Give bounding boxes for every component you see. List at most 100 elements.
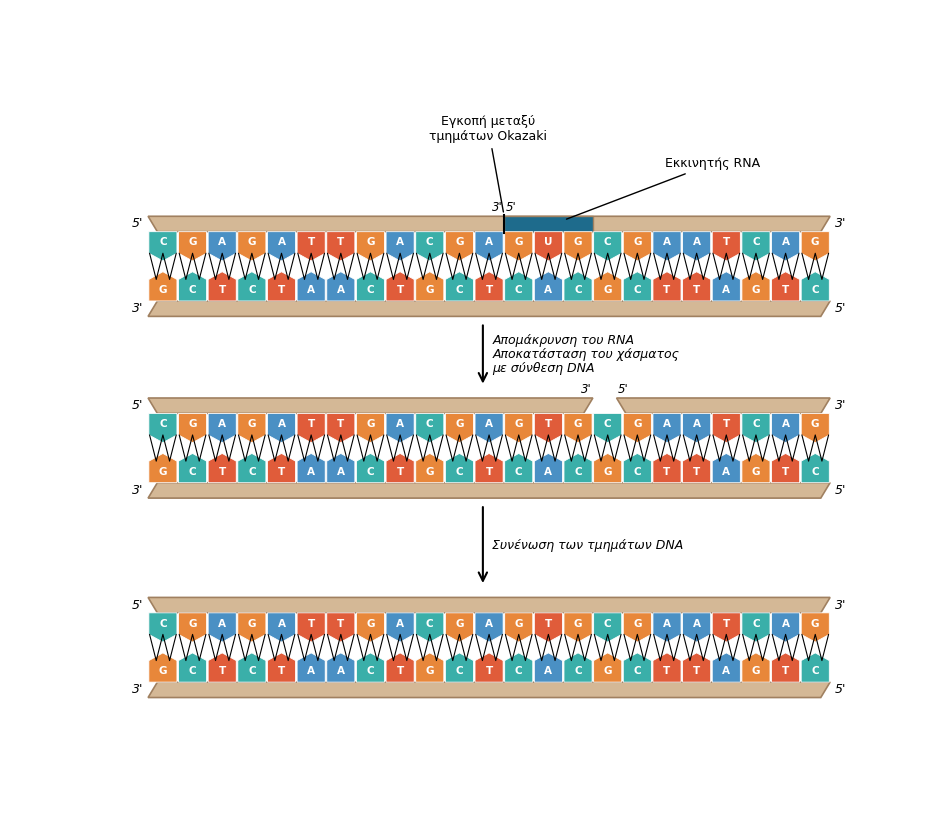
- Text: C: C: [634, 285, 642, 295]
- Polygon shape: [268, 613, 295, 642]
- Polygon shape: [326, 414, 355, 442]
- Polygon shape: [148, 217, 830, 232]
- Polygon shape: [742, 272, 770, 301]
- Polygon shape: [505, 414, 532, 442]
- Text: C: C: [366, 285, 374, 295]
- Polygon shape: [742, 653, 770, 682]
- Polygon shape: [623, 653, 651, 682]
- Text: T: T: [693, 285, 700, 295]
- Polygon shape: [445, 232, 474, 261]
- Polygon shape: [653, 653, 681, 682]
- Text: C: C: [753, 619, 760, 629]
- Polygon shape: [386, 453, 414, 483]
- Polygon shape: [682, 232, 711, 261]
- Text: A: A: [545, 667, 552, 676]
- Text: με σύνθεση DNA: με σύνθεση DNA: [493, 362, 595, 375]
- Text: T: T: [278, 285, 285, 295]
- Text: G: G: [752, 667, 760, 676]
- Text: Απομάκρυνση του RNA: Απομάκρυνση του RNA: [493, 334, 634, 347]
- Text: T: T: [723, 619, 730, 629]
- Text: G: G: [633, 237, 642, 247]
- Polygon shape: [178, 613, 207, 642]
- Text: 3': 3': [835, 599, 847, 612]
- Text: G: G: [425, 667, 434, 676]
- Text: C: C: [753, 237, 760, 247]
- Polygon shape: [534, 453, 563, 483]
- Text: T: T: [782, 285, 790, 295]
- Text: T: T: [307, 237, 315, 247]
- Text: A: A: [693, 419, 700, 429]
- Text: T: T: [397, 285, 403, 295]
- Text: G: G: [633, 619, 642, 629]
- Text: C: C: [189, 667, 196, 676]
- Text: A: A: [396, 419, 404, 429]
- Polygon shape: [742, 414, 770, 442]
- Polygon shape: [208, 613, 236, 642]
- Text: G: G: [158, 667, 167, 676]
- Polygon shape: [326, 232, 355, 261]
- Polygon shape: [594, 272, 622, 301]
- Text: A: A: [396, 619, 404, 629]
- Text: T: T: [486, 667, 493, 676]
- Polygon shape: [534, 414, 563, 442]
- Text: A: A: [782, 237, 790, 247]
- Polygon shape: [445, 613, 474, 642]
- Polygon shape: [772, 232, 800, 261]
- Text: T: T: [663, 667, 671, 676]
- Polygon shape: [149, 232, 177, 261]
- Text: 5': 5': [506, 201, 516, 214]
- Polygon shape: [682, 613, 711, 642]
- Text: T: T: [307, 619, 315, 629]
- Polygon shape: [268, 272, 295, 301]
- Text: C: C: [366, 667, 374, 676]
- Text: 3': 3': [582, 384, 592, 396]
- Text: T: T: [782, 667, 790, 676]
- Text: G: G: [188, 619, 196, 629]
- Text: Εκκινητής RNA: Εκκινητής RNA: [567, 157, 760, 219]
- Polygon shape: [617, 398, 830, 414]
- Polygon shape: [801, 453, 829, 483]
- Text: C: C: [634, 467, 642, 477]
- Text: G: G: [633, 419, 642, 429]
- Text: 3': 3': [132, 484, 143, 497]
- Text: C: C: [634, 667, 642, 676]
- Text: C: C: [574, 285, 582, 295]
- Polygon shape: [357, 232, 384, 261]
- Polygon shape: [772, 653, 800, 682]
- Polygon shape: [148, 597, 830, 613]
- Polygon shape: [623, 613, 651, 642]
- Polygon shape: [653, 613, 681, 642]
- Polygon shape: [326, 653, 355, 682]
- Text: A: A: [396, 237, 404, 247]
- Polygon shape: [149, 453, 177, 483]
- Text: T: T: [545, 419, 552, 429]
- Text: Αποκατάσταση του χάσματος: Αποκατάσταση του χάσματος: [493, 348, 679, 361]
- Text: C: C: [574, 467, 582, 477]
- Polygon shape: [386, 414, 414, 442]
- Text: C: C: [515, 285, 523, 295]
- Text: 3': 3': [492, 201, 502, 214]
- Text: C: C: [515, 667, 523, 676]
- Polygon shape: [208, 272, 236, 301]
- Text: G: G: [158, 467, 167, 477]
- Polygon shape: [772, 453, 800, 483]
- Text: G: G: [366, 619, 375, 629]
- Text: C: C: [189, 285, 196, 295]
- Text: 5': 5': [132, 599, 143, 612]
- Polygon shape: [297, 613, 326, 642]
- Polygon shape: [801, 232, 829, 261]
- Polygon shape: [297, 232, 326, 261]
- Bar: [504, 217, 593, 232]
- Text: A: A: [663, 619, 671, 629]
- Text: G: G: [811, 419, 820, 429]
- Text: G: G: [574, 237, 583, 247]
- Text: G: G: [752, 467, 760, 477]
- Text: T: T: [337, 619, 344, 629]
- Polygon shape: [326, 613, 355, 642]
- Text: T: T: [693, 467, 700, 477]
- Polygon shape: [149, 613, 177, 642]
- Polygon shape: [386, 272, 414, 301]
- Text: C: C: [159, 419, 167, 429]
- Polygon shape: [326, 272, 355, 301]
- Polygon shape: [238, 653, 266, 682]
